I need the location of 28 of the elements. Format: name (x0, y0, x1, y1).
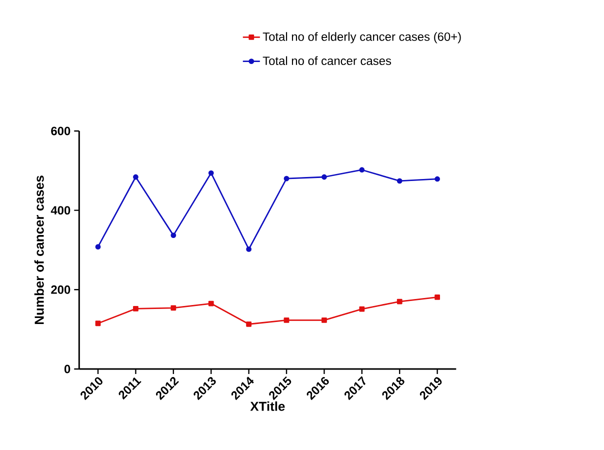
y-tick-label: 0 (64, 364, 70, 374)
point (170, 232, 176, 238)
point (396, 178, 402, 184)
point (284, 317, 290, 323)
point (284, 176, 290, 182)
point (133, 174, 138, 180)
point (133, 306, 138, 312)
point (434, 176, 440, 182)
x-axis-title: XTitle (250, 401, 285, 411)
point (95, 320, 101, 326)
point (322, 317, 327, 323)
point (396, 298, 402, 304)
point (208, 170, 214, 176)
point (322, 174, 327, 180)
point (434, 294, 440, 300)
y-tick-label: 600 (51, 126, 70, 136)
legend-label: Total no of cancer cases (262, 56, 392, 66)
point (208, 300, 214, 306)
point (95, 244, 101, 250)
y-tick-label: 400 (50, 206, 70, 215)
y-axis-title: Number of cancer cases (34, 176, 44, 324)
point (359, 167, 365, 173)
point (359, 306, 365, 312)
point (170, 305, 176, 311)
point (246, 321, 252, 327)
point (246, 246, 252, 252)
legend-label: Total no of elderly cancer cases (60+) (262, 32, 461, 44)
y-tick-label: 200 (51, 285, 70, 294)
